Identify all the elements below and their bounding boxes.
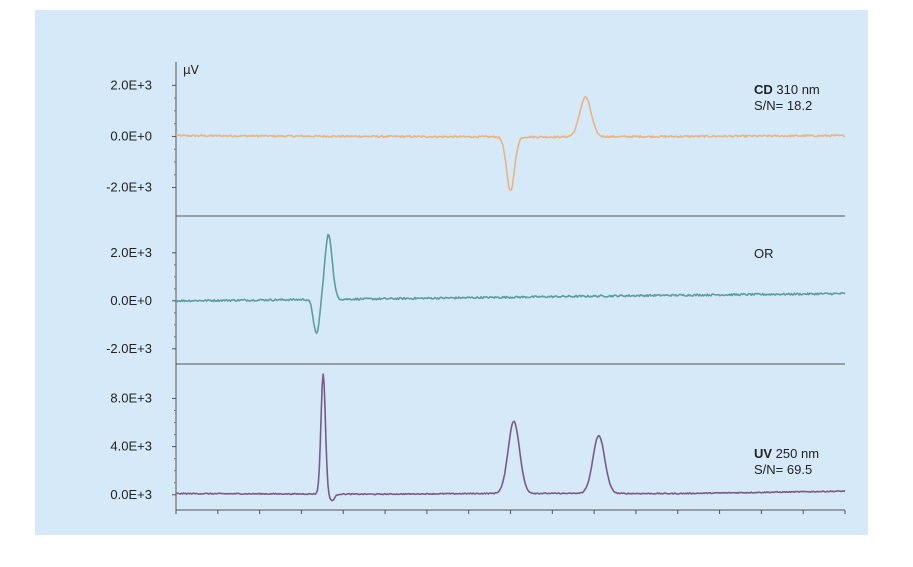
cd-label-rest: 310 nm xyxy=(773,82,820,97)
traces-layer xyxy=(175,95,846,502)
y-tick-label: 0.0E+3 xyxy=(110,487,152,502)
y-tick-label: 0.0E+0 xyxy=(110,128,152,143)
y-tick-label: 2.0E+3 xyxy=(110,245,152,260)
y-unit-label: µV xyxy=(183,63,200,77)
chart-panel: 2.0E+3 0.0E+0 -2.0E+3 2.0E+3 0.0E+0 -2.0E+3 8.… xyxy=(35,10,868,535)
uv-label-rest: 250 nm xyxy=(772,446,819,461)
y-tick-label: 0.0E+0 xyxy=(110,293,152,308)
cd-sn-label: S/N= 18.2 xyxy=(754,98,812,113)
y-tick-label: 4.0E+3 xyxy=(110,439,152,454)
y-tick-label: 2.0E+3 xyxy=(110,77,152,92)
cd-label-bold: CD xyxy=(754,82,773,97)
y-tick-label: -2.0E+3 xyxy=(106,341,152,356)
or-label: OR xyxy=(754,246,774,261)
y-tick-label: -2.0E+3 xyxy=(106,180,152,195)
cd-trace xyxy=(175,95,846,191)
uv-annotation: UV 250 nm xyxy=(754,446,819,461)
y-tick-label: 8.0E+3 xyxy=(110,390,152,405)
or-trace xyxy=(175,233,846,335)
uv-trace xyxy=(175,373,846,502)
cd-annotation: CD 310 nm xyxy=(754,82,820,97)
uv-label-bold: UV xyxy=(754,446,772,461)
uv-sn-label: S/N= 69.5 xyxy=(754,462,812,477)
chromatogram-chart: 2.0E+3 0.0E+0 -2.0E+3 2.0E+3 0.0E+0 -2.0E+3 8.… xyxy=(106,62,846,514)
axes-layer: 2.0E+3 0.0E+0 -2.0E+3 2.0E+3 0.0E+0 -2.0E+3 8.… xyxy=(106,62,846,514)
